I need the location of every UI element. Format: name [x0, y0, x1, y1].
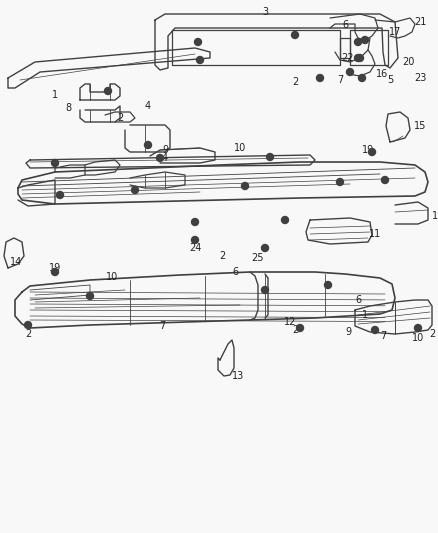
Text: 7: 7 [159, 321, 165, 331]
Circle shape [317, 75, 324, 82]
Text: 25: 25 [252, 253, 264, 263]
Circle shape [25, 321, 32, 328]
Text: 2: 2 [429, 329, 435, 339]
Text: 19: 19 [362, 145, 374, 155]
Circle shape [358, 75, 365, 82]
Circle shape [52, 159, 59, 166]
Text: 2: 2 [25, 329, 31, 339]
Circle shape [131, 187, 138, 193]
Text: 10: 10 [234, 143, 246, 153]
Text: 12: 12 [284, 317, 296, 327]
Circle shape [57, 191, 64, 198]
Text: 1: 1 [362, 310, 368, 320]
Text: 8: 8 [66, 103, 72, 113]
Text: 15: 15 [414, 121, 426, 131]
Text: 24: 24 [189, 243, 201, 253]
Text: 2: 2 [292, 325, 298, 335]
Circle shape [266, 154, 273, 160]
Circle shape [292, 31, 299, 38]
Circle shape [145, 141, 152, 149]
Text: 6: 6 [232, 267, 238, 277]
Text: 6: 6 [355, 295, 361, 305]
Circle shape [282, 216, 289, 223]
Text: 1: 1 [52, 90, 58, 100]
Text: 1: 1 [432, 211, 438, 221]
Text: 20: 20 [402, 57, 414, 67]
Circle shape [261, 245, 268, 252]
Circle shape [197, 56, 204, 63]
Text: 4: 4 [162, 153, 168, 163]
Text: 13: 13 [232, 371, 244, 381]
Circle shape [194, 38, 201, 45]
Circle shape [86, 293, 93, 300]
Circle shape [261, 287, 268, 294]
Text: 4: 4 [145, 101, 151, 111]
Circle shape [357, 54, 364, 61]
Text: 2: 2 [292, 77, 298, 87]
Text: 9: 9 [162, 145, 168, 155]
Circle shape [346, 69, 353, 76]
Text: 19: 19 [49, 263, 61, 273]
Text: 17: 17 [389, 27, 401, 37]
Circle shape [371, 327, 378, 334]
Circle shape [241, 182, 248, 190]
Text: 7: 7 [337, 75, 343, 85]
Circle shape [368, 149, 375, 156]
Circle shape [52, 269, 59, 276]
Text: 23: 23 [414, 73, 426, 83]
Text: 10: 10 [412, 333, 424, 343]
Text: 22: 22 [342, 53, 354, 63]
Text: 10: 10 [106, 272, 118, 282]
Text: 3: 3 [262, 7, 268, 17]
Circle shape [336, 179, 343, 185]
Text: 21: 21 [414, 17, 426, 27]
Circle shape [381, 176, 389, 183]
Text: 6: 6 [342, 20, 348, 30]
Text: 2: 2 [219, 251, 225, 261]
Circle shape [361, 36, 368, 44]
Circle shape [414, 325, 421, 332]
Circle shape [191, 219, 198, 225]
Text: 14: 14 [10, 257, 22, 267]
Circle shape [191, 237, 198, 244]
Text: 5: 5 [387, 75, 393, 85]
Text: 16: 16 [376, 69, 388, 79]
Circle shape [325, 281, 332, 288]
Circle shape [354, 54, 361, 61]
Circle shape [354, 38, 361, 45]
Circle shape [156, 155, 163, 161]
Circle shape [297, 325, 304, 332]
Text: 2: 2 [117, 113, 123, 123]
Circle shape [105, 87, 112, 94]
Text: 7: 7 [380, 331, 386, 341]
Text: 11: 11 [369, 229, 381, 239]
Text: 9: 9 [345, 327, 351, 337]
